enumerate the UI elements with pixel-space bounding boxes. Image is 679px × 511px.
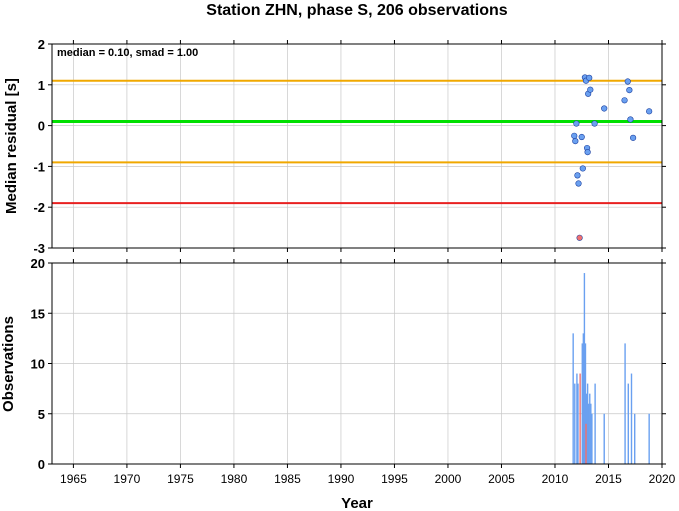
x-tick-label: 1995 — [381, 472, 408, 486]
observation-bar — [585, 423, 587, 464]
observation-bar — [594, 383, 596, 464]
observation-bar — [624, 343, 626, 464]
x-tick-label: 2020 — [649, 472, 676, 486]
x-tick-label: 1990 — [328, 472, 355, 486]
data-point — [579, 165, 586, 172]
data-point — [571, 132, 578, 139]
data-point — [578, 133, 585, 141]
observation-bar — [634, 413, 636, 464]
data-point — [572, 138, 579, 145]
observations-y-ticks: 20 15 10 5 0 — [31, 256, 666, 472]
y-tick-label: 5 — [38, 407, 45, 422]
year-x-ticks: 1965 1970 1975 1980 1985 1990 1995 2000 2005 2010… — [60, 40, 676, 486]
year-x-axis-label: Year — [341, 495, 373, 511]
observation-bar — [586, 383, 589, 464]
data-point — [574, 172, 581, 179]
data-point — [584, 149, 591, 156]
y-tick-label: 10 — [31, 357, 45, 372]
observation-bar — [577, 383, 579, 464]
data-point — [586, 74, 593, 81]
y-tick-label: -1 — [33, 159, 45, 174]
observation-bar — [572, 333, 574, 464]
observation-bar — [576, 373, 578, 464]
x-tick-label: 1965 — [60, 472, 87, 486]
median-annotation: median = 0.10, smad = 1.00 — [57, 47, 198, 59]
observation-bar — [591, 413, 593, 464]
data-point — [573, 120, 580, 127]
observation-bar — [603, 413, 605, 464]
data-point — [601, 105, 608, 112]
residual-y-axis-label: Median residual [s] — [3, 78, 20, 214]
x-tick-label: 1970 — [114, 472, 141, 486]
observation-bar — [584, 343, 587, 464]
data-point — [576, 234, 583, 241]
x-tick-label: 2015 — [595, 472, 622, 486]
residual-panel: 2 1 0 -1 -2 -3 median = 0.10, smad = 1.00 Med… — [3, 37, 666, 256]
data-point — [621, 97, 628, 104]
observation-bar — [590, 403, 592, 464]
data-point — [575, 180, 582, 187]
observation-bar — [579, 373, 581, 464]
observation-bar — [627, 383, 629, 464]
y-tick-label: 20 — [31, 256, 45, 271]
observation-bar — [574, 383, 576, 464]
x-tick-label: 1975 — [167, 472, 194, 486]
data-point — [627, 116, 634, 123]
y-tick-label: 0 — [38, 119, 45, 134]
y-tick-label: -3 — [33, 241, 45, 256]
chart-title: Station ZHN, phase S, 206 observations — [206, 2, 508, 19]
observation-bar — [648, 413, 650, 464]
y-tick-label: 2 — [38, 37, 45, 52]
data-point — [591, 120, 598, 127]
data-point — [646, 108, 653, 115]
y-tick-label: 0 — [38, 457, 45, 472]
residual-plot-area — [52, 44, 662, 248]
residual-points — [571, 74, 653, 241]
residual-y-ticks: 2 1 0 -1 -2 -3 — [33, 37, 666, 256]
reference-lines — [52, 79, 662, 205]
observations-bars — [572, 273, 650, 464]
observation-bar — [582, 333, 585, 464]
observations-y-axis-label: Observations — [0, 316, 17, 412]
y-tick-label: -2 — [33, 200, 45, 215]
x-tick-label: 2005 — [488, 472, 515, 486]
data-point — [626, 87, 633, 94]
x-tick-label: 2010 — [542, 472, 569, 486]
data-point — [587, 86, 594, 93]
residual-plot-frame — [51, 43, 663, 249]
observation-bar — [581, 343, 583, 464]
data-point — [630, 134, 637, 141]
observation-bar — [630, 373, 633, 464]
observation-bar — [589, 393, 591, 464]
data-point — [624, 78, 631, 85]
x-tick-label: 1980 — [221, 472, 248, 486]
observation-bar — [583, 273, 586, 464]
observation-bar — [587, 403, 590, 464]
y-tick-label: 15 — [31, 306, 45, 321]
x-tick-label: 1985 — [274, 472, 301, 486]
x-tick-label: 2000 — [435, 472, 462, 486]
y-tick-label: 1 — [38, 78, 45, 93]
